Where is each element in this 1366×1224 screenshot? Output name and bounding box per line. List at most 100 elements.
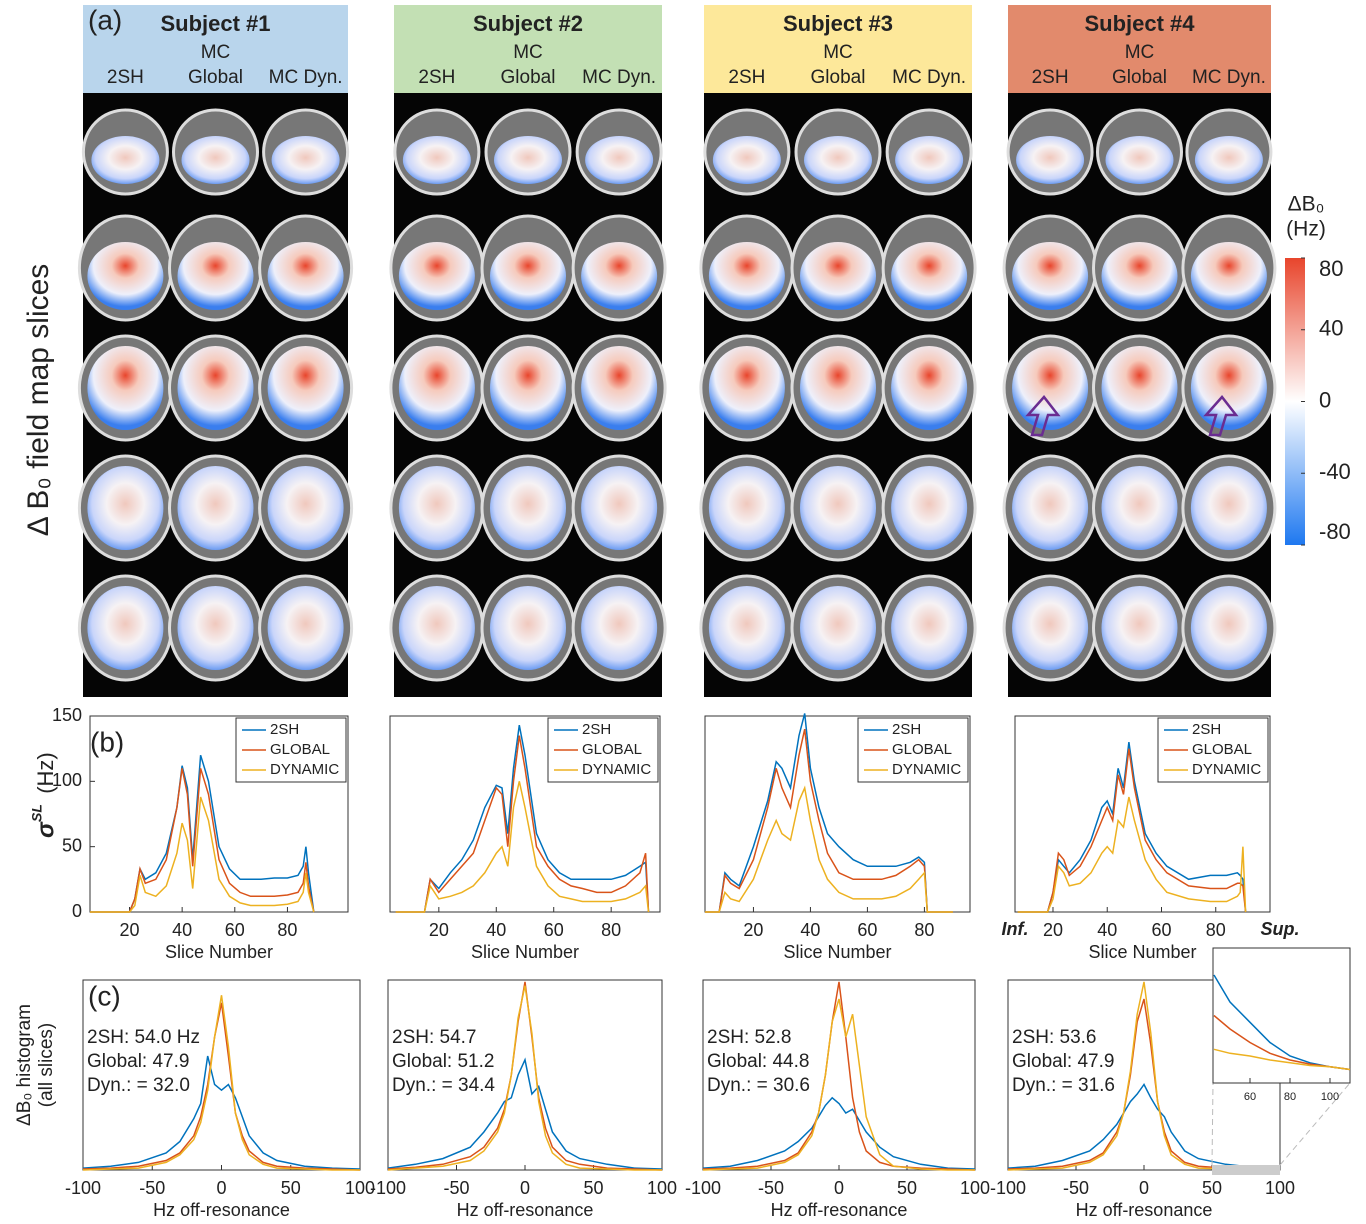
annotation: Global: 44.8 [707,1051,809,1072]
x-tick-label: 100 [1321,1091,1339,1103]
x-tick-label: 80 [1284,1091,1296,1103]
brain-slice [1191,586,1267,670]
column-label: MC Dyn. [269,67,343,88]
x-tick-label: 60 [1244,1091,1256,1103]
brain-slice [1012,586,1088,670]
brain-slice [895,136,963,184]
x-tick-label: 60 [225,920,245,940]
x-tick-label: 100 [647,1178,677,1198]
annotation: Global: 47.9 [1012,1051,1114,1072]
brain-slice [1012,346,1088,430]
brain-slice [713,136,781,184]
brain-slice [709,346,785,430]
x-tick-label: 0 [520,1178,530,1198]
annotation: Dyn.: = 30.6 [707,1075,810,1096]
brain-slice [1012,242,1088,310]
brain-slice [490,466,566,550]
brain-slice [800,586,876,670]
x-tick-label: -100 [65,1178,101,1198]
colorbar-tick-label: 80 [1319,256,1343,281]
legend-label: DYNAMIC [1192,761,1261,778]
brain-slice [800,242,876,310]
x-tick-label: 20 [119,920,139,940]
colorbar-title: (Hz) [1286,218,1326,241]
brain-slice [399,242,475,310]
x-axis-label: Slice Number [165,942,273,962]
subject-title: Subject #4 [1084,11,1195,36]
brain-slice [1102,466,1178,550]
legend-label: DYNAMIC [892,761,961,778]
subject-title: Subject #2 [473,11,583,36]
x-axis-label: Hz off-resonance [771,1200,908,1220]
brain-slice [800,346,876,430]
colorbar-tick-label: 40 [1319,316,1343,341]
brain-slice [490,346,566,430]
brain-slice [709,466,785,550]
legend-label: GLOBAL [270,741,330,758]
panel-label: (c) [88,980,121,1011]
x-tick-label: 50 [281,1178,301,1198]
brain-slice [891,466,967,550]
plot-area [1213,948,1350,1083]
brain-slice [178,586,254,670]
y-axis-label: Δ B₀ field map slices [22,264,55,537]
panel-label: (a) [88,4,122,35]
x-tick-label: 80 [1206,920,1226,940]
brain-slice [87,346,163,430]
colorbar-tick-label: -40 [1319,459,1351,484]
x-tick-label: 80 [914,920,934,940]
x-tick-label: 40 [800,920,820,940]
legend-label: 2SH [1192,721,1221,738]
brain-slice [268,466,344,550]
x-tick-label: 50 [1202,1178,1222,1198]
column-label: MC Dyn. [892,67,966,88]
legend-label: 2SH [582,721,611,738]
x-tick-label: 60 [544,920,564,940]
brain-slice [1016,136,1084,184]
x-tick-label: 20 [743,920,763,940]
brain-slice [585,136,653,184]
brain-slice [178,346,254,430]
y-tick-label: 150 [52,705,82,725]
subject-title: Subject #3 [783,11,893,36]
column-label: 2SH [1032,67,1069,88]
brain-slice [87,466,163,550]
annotation: Dyn.: = 34.4 [392,1075,495,1096]
brain-slice [494,136,562,184]
legend-label: 2SH [270,721,299,738]
brain-slice [1191,466,1267,550]
colorbar-tick-label: -80 [1319,519,1351,544]
brain-slice [891,586,967,670]
brain-slice [709,242,785,310]
brain-slice [272,136,340,184]
y-axis-label: (all slices) [36,1023,57,1107]
x-tick-label: -50 [758,1178,784,1198]
x-tick-label: -100 [370,1178,406,1198]
y-tick-label: 0 [72,901,82,921]
column-label: Global [188,67,243,88]
brain-slice [581,466,657,550]
brain-slice [178,242,254,310]
brain-slice [268,346,344,430]
x-axis-label: Hz off-resonance [457,1200,594,1220]
x-tick-label: 50 [897,1178,917,1198]
x-tick-label: 40 [172,920,192,940]
x-tick-label: 0 [216,1178,226,1198]
legend-label: DYNAMIC [582,761,651,778]
x-tick-label: 60 [857,920,877,940]
brain-slice [268,242,344,310]
x-axis-label: Slice Number [471,942,579,962]
annotation: Dyn.: = 31.6 [1012,1075,1115,1096]
x-tick-label: -100 [685,1178,721,1198]
annotation: Global: 47.9 [87,1051,189,1072]
brain-slice [1012,466,1088,550]
y-axis-label: σ [32,821,59,838]
annotation: 2SH: 54.0 Hz [87,1027,200,1048]
legend-label: DYNAMIC [270,761,339,778]
brain-slice [87,242,163,310]
x-tick-label: -50 [443,1178,469,1198]
brain-slice [1102,346,1178,430]
brain-slice [581,346,657,430]
annotation: Inf. [1002,919,1029,939]
brain-slice [1195,136,1263,184]
